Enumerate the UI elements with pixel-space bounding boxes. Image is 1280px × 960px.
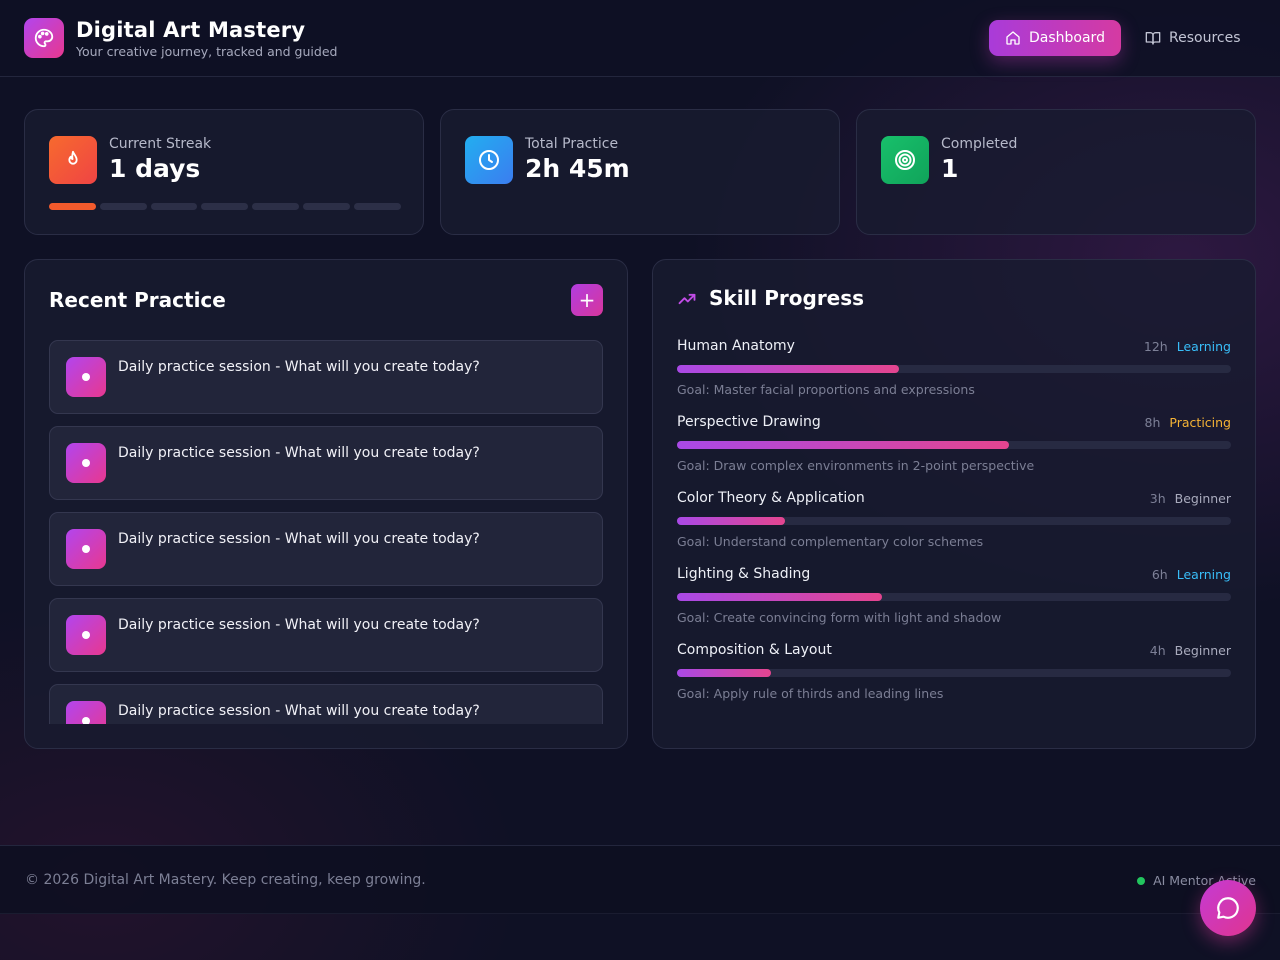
skill-name: Color Theory & Application [677, 490, 865, 506]
list-item-text: Daily practice session - What will you c… [118, 703, 480, 719]
list-item[interactable]: Daily practice session - What will you c… [49, 340, 603, 414]
skill-hours: 12h [1143, 339, 1168, 354]
skill-hours: 3h [1149, 491, 1166, 506]
add-practice-button[interactable]: + [571, 284, 603, 316]
list-item[interactable]: Daily practice session - What will you c… [49, 684, 603, 724]
skill-level-badge: Practicing [1169, 415, 1231, 430]
streak-segment [150, 203, 198, 210]
recent-practice-title: Recent Practice [49, 288, 226, 312]
skill-progress-fill [677, 669, 772, 677]
skill-progress-bar [677, 365, 1231, 373]
skill-goal: Goal: Understand complementary color sch… [677, 534, 984, 549]
skill-meta: 3h Beginner [1150, 491, 1231, 506]
skill-hours: 4h [1149, 643, 1166, 658]
skill-row: Composition & Layout 4h Beginner Goal: Appl… [677, 642, 1231, 712]
skill-progress-bar [677, 441, 1231, 449]
skill-level-badge: Beginner [1174, 643, 1231, 658]
list-item[interactable]: Daily practice session - What will you c… [49, 512, 603, 586]
plus-icon: + [578, 288, 596, 312]
list-item-text: Daily practice session - What will you c… [118, 617, 480, 633]
completed-value: 1 [941, 154, 959, 183]
chat-button[interactable] [1200, 880, 1256, 936]
skill-level-badge: Learning [1176, 339, 1231, 354]
nav-dashboard-button[interactable]: Dashboard [989, 20, 1121, 56]
streak-segment [49, 203, 96, 210]
skill-progress-title: Skill Progress [709, 286, 865, 310]
skill-progress-bar [677, 593, 1231, 601]
skill-name: Composition & Layout [677, 642, 832, 658]
status-dot-icon [1137, 876, 1146, 885]
nav-resources-label: Resources [1169, 30, 1241, 46]
skill-row: Color Theory & Application 3h Beginner Goal… [677, 490, 1231, 560]
skill-progress-bar [677, 669, 1231, 677]
chat-bubble-icon [1217, 897, 1239, 919]
streak-segment [99, 203, 147, 210]
skill-progress-fill [677, 593, 882, 601]
skill-progress-panel: Skill Progress Human Anatomy 12h Learning G… [652, 259, 1256, 749]
skill-goal: Goal: Master facial proportions and expr… [677, 382, 975, 397]
streak-label: Current Streak [109, 136, 212, 152]
skill-progress-fill [677, 365, 899, 373]
app-footer: © 2026 Digital Art Mastery. Keep creatin… [0, 845, 1280, 914]
session-dot-icon [66, 701, 106, 724]
app-title: Digital Art Mastery [76, 18, 306, 42]
total-practice-label: Total Practice [525, 136, 619, 152]
app-header: Digital Art Mastery Your creative journe… [0, 0, 1280, 77]
skill-goal: Goal: Apply rule of thirds and leading l… [677, 686, 944, 701]
book-icon [1145, 31, 1161, 45]
nav-dashboard-label: Dashboard [1029, 30, 1105, 46]
skill-goal: Goal: Create convincing form with light … [677, 610, 1002, 625]
list-item[interactable]: Daily practice session - What will you c… [49, 426, 603, 500]
streak-value: 1 days [109, 154, 201, 183]
footer-copyright: © 2026 Digital Art Mastery. Keep creatin… [25, 872, 426, 888]
total-practice-value: 2h 45m [525, 154, 630, 183]
recent-practice-panel: Recent Practice + Daily practice session… [24, 259, 628, 749]
skill-goal: Goal: Draw complex environments in 2-poi… [677, 458, 1035, 473]
completed-label: Completed [941, 136, 1018, 152]
skill-hours: 8h [1144, 415, 1161, 430]
session-dot-icon [66, 529, 106, 569]
skill-progress-fill [677, 441, 1010, 449]
list-item[interactable]: Daily practice session - What will you c… [49, 598, 603, 672]
clock-icon [465, 136, 513, 184]
skill-progress-fill [677, 517, 786, 525]
practice-list[interactable]: Daily practice session - What will you c… [49, 340, 603, 724]
session-dot-icon [66, 615, 106, 655]
list-item-text: Daily practice session - What will you c… [118, 445, 480, 461]
streak-segment [353, 203, 401, 210]
streak-progress [49, 203, 401, 210]
streak-card: Current Streak 1 days [24, 109, 424, 235]
completed-card: Completed 1 [856, 109, 1256, 235]
skill-row: Human Anatomy 12h Learning Goal: Master fac… [677, 338, 1231, 408]
skill-progress-bar [677, 517, 1231, 525]
app-subtitle: Your creative journey, tracked and guide… [76, 44, 338, 59]
total-practice-card: Total Practice 2h 45m [440, 109, 840, 235]
list-item-text: Daily practice session - What will you c… [118, 359, 480, 375]
session-dot-icon [66, 443, 106, 483]
skill-meta: 8h Practicing [1145, 415, 1231, 430]
skill-hours: 6h [1151, 567, 1168, 582]
streak-segment [302, 203, 350, 210]
skill-name: Perspective Drawing [677, 414, 821, 430]
skill-name: Lighting & Shading [677, 566, 811, 582]
list-item-text: Daily practice session - What will you c… [118, 531, 480, 547]
flame-icon [49, 136, 97, 184]
skill-level-badge: Learning [1176, 567, 1231, 582]
trending-up-icon [678, 293, 696, 305]
skill-meta: 4h Beginner [1150, 643, 1231, 658]
skill-level-badge: Beginner [1174, 491, 1231, 506]
target-icon [881, 136, 929, 184]
palette-logo-icon [24, 18, 64, 58]
skill-row: Perspective Drawing 8h Practicing Goal: Dra… [677, 414, 1231, 484]
streak-segment [252, 203, 299, 210]
skill-name: Human Anatomy [677, 338, 795, 354]
skill-meta: 6h Learning [1152, 567, 1231, 582]
nav-resources-button[interactable]: Resources [1133, 20, 1253, 56]
session-dot-icon [66, 357, 106, 397]
skill-row: Lighting & Shading 6h Learning Goal: Create… [677, 566, 1231, 636]
skill-meta: 12h Learning [1144, 339, 1231, 354]
streak-segment [201, 203, 249, 210]
home-icon [1006, 31, 1020, 45]
